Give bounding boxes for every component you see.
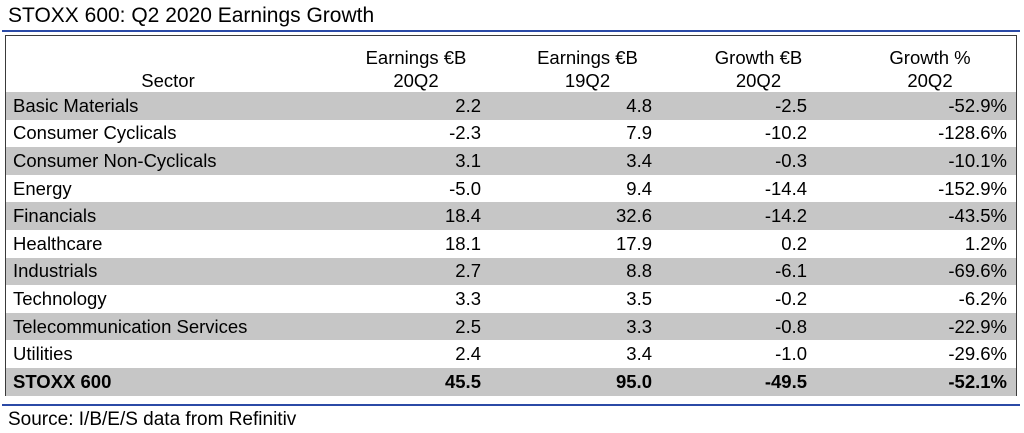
- sector-cell: Utilities: [13, 343, 73, 365]
- growth-eur-cell: -0.3: [673, 147, 844, 175]
- header-earnings-19q2-line2: 19Q2: [564, 70, 611, 91]
- growth-eur-cell: -0.2: [775, 287, 807, 309]
- total-growth-eur-cell: -49.5: [673, 367, 844, 396]
- table-row: Basic Materials 2.2 4.8 -2.5 -52.9%: [6, 92, 1016, 120]
- growth-pct-cell: -43.5%: [844, 202, 1016, 230]
- table-row: Financials 18.4 32.6 -14.2 -43.5%: [6, 202, 1016, 230]
- header-growth-eur-line2: 20Q2: [735, 70, 782, 91]
- earnings-19q2-cell: 3.5: [626, 287, 652, 309]
- earnings-20q2-cell: 2.2: [330, 92, 502, 120]
- growth-pct-cell: -29.6%: [948, 343, 1007, 365]
- earnings-20q2-cell: 2.7: [330, 257, 502, 286]
- table-row: Telecommunication Services 2.5 3.3 -0.8 …: [6, 312, 1016, 341]
- header-sector-line2: Sector: [141, 70, 195, 91]
- growth-eur-cell: -6.1: [673, 257, 844, 286]
- header-growth-pct: Growth % 20Q2: [844, 36, 1016, 92]
- growth-pct-cell: -152.9%: [938, 177, 1007, 199]
- total-row: STOXX 600 45.5 95.0 -49.5 -52.1%: [6, 367, 1016, 396]
- header-earnings-19q2: Earnings €B 19Q2: [502, 36, 673, 92]
- sector-cell: Energy: [13, 177, 72, 199]
- table-title: STOXX 600: Q2 2020 Earnings Growth: [8, 4, 375, 27]
- earnings-19q2-cell: 3.4: [502, 147, 673, 175]
- earnings-19q2-cell: 8.8: [502, 257, 673, 286]
- earnings-19q2-cell: 3.4: [626, 343, 652, 365]
- growth-pct-cell: -128.6%: [938, 122, 1007, 144]
- earnings-20q2-cell: -5.0: [449, 177, 481, 199]
- total-growth-pct-cell: -52.1%: [844, 367, 1016, 396]
- header-earnings-20q2-line1: Earnings €B: [365, 47, 467, 68]
- table-row: Utilities 2.4 3.4 -1.0 -29.6%: [6, 340, 1016, 368]
- earnings-19q2-cell: 32.6: [502, 202, 673, 230]
- sector-cell: Financials: [6, 202, 330, 230]
- sector-cell: Consumer Cyclicals: [13, 122, 177, 144]
- growth-pct-cell: -52.9%: [844, 92, 1016, 120]
- earnings-20q2-cell: 18.1: [444, 232, 481, 254]
- earnings-20q2-cell: 18.4: [330, 202, 502, 230]
- total-label-cell: STOXX 600: [6, 367, 330, 396]
- header-earnings-19q2-line1: Earnings €B: [537, 47, 638, 68]
- growth-eur-cell: -2.5: [673, 92, 844, 120]
- sector-cell: Consumer Non-Cyclicals: [6, 147, 330, 175]
- table-row: Consumer Non-Cyclicals 3.1 3.4 -0.3 -10.…: [6, 147, 1016, 175]
- table-row: Energy -5.0 9.4 -14.4 -152.9%: [6, 175, 1016, 203]
- header-sector: Sector: [6, 36, 330, 92]
- sector-cell: Telecommunication Services: [6, 312, 330, 341]
- total-earnings-20q2-cell: 45.5: [330, 367, 502, 396]
- sector-cell: Healthcare: [13, 232, 103, 254]
- earnings-19q2-cell: 7.9: [626, 122, 652, 144]
- earnings-table: Sector Earnings €B 20Q2 Earnings €B 19Q2…: [6, 36, 1016, 396]
- earnings-19q2-cell: 3.3: [502, 312, 673, 341]
- total-earnings-19q2-cell: 95.0: [502, 367, 673, 396]
- earnings-20q2-cell: 3.3: [455, 287, 481, 309]
- earnings-20q2-cell: 2.4: [455, 343, 481, 365]
- title-divider: [2, 30, 1020, 32]
- earnings-19q2-cell: 9.4: [626, 177, 652, 199]
- growth-eur-cell: -0.8: [673, 312, 844, 341]
- growth-pct-cell: 1.2%: [964, 232, 1007, 254]
- growth-eur-cell: -1.0: [775, 343, 807, 365]
- growth-pct-cell: -10.1%: [844, 147, 1016, 175]
- growth-pct-cell: -69.6%: [844, 257, 1016, 286]
- table-row: Healthcare 18.1 17.9 0.2 1.2%: [6, 230, 1016, 258]
- earnings-20q2-cell: -2.3: [449, 122, 481, 144]
- earnings-19q2-cell: 4.8: [502, 92, 673, 120]
- growth-pct-cell: -6.2%: [958, 287, 1007, 309]
- earnings-19q2-cell: 17.9: [615, 232, 652, 254]
- earnings-20q2-cell: 3.1: [330, 147, 502, 175]
- table-row: Consumer Cyclicals -2.3 7.9 -10.2 -128.6…: [6, 120, 1016, 148]
- header-row: Sector Earnings €B 20Q2 Earnings €B 19Q2…: [6, 36, 1016, 92]
- header-earnings-20q2-line2: 20Q2: [393, 70, 439, 91]
- earnings-table-frame: Sector Earnings €B 20Q2 Earnings €B 19Q2…: [5, 35, 1017, 396]
- header-earnings-20q2: Earnings €B 20Q2: [330, 36, 502, 92]
- table-row: Technology 3.3 3.5 -0.2 -6.2%: [6, 285, 1016, 313]
- growth-eur-cell: 0.2: [781, 232, 807, 254]
- header-growth-pct-line2: 20Q2: [907, 70, 953, 91]
- source-divider: [2, 404, 1020, 406]
- growth-eur-cell: -10.2: [764, 122, 807, 144]
- sector-cell: Industrials: [6, 257, 330, 286]
- growth-pct-cell: -22.9%: [844, 312, 1016, 341]
- header-growth-pct-line1: Growth %: [889, 47, 971, 68]
- earnings-20q2-cell: 2.5: [330, 312, 502, 341]
- header-growth-eur: Growth €B 20Q2: [673, 36, 844, 92]
- growth-eur-cell: -14.2: [673, 202, 844, 230]
- table-row: Industrials 2.7 8.8 -6.1 -69.6%: [6, 257, 1016, 286]
- source-note: Source: I/B/E/S data from Refinitiv: [8, 409, 297, 430]
- header-growth-eur-line1: Growth €B: [714, 47, 803, 68]
- sector-cell: Technology: [13, 287, 107, 309]
- sector-cell: Basic Materials: [6, 92, 330, 120]
- growth-eur-cell: -14.4: [764, 177, 807, 199]
